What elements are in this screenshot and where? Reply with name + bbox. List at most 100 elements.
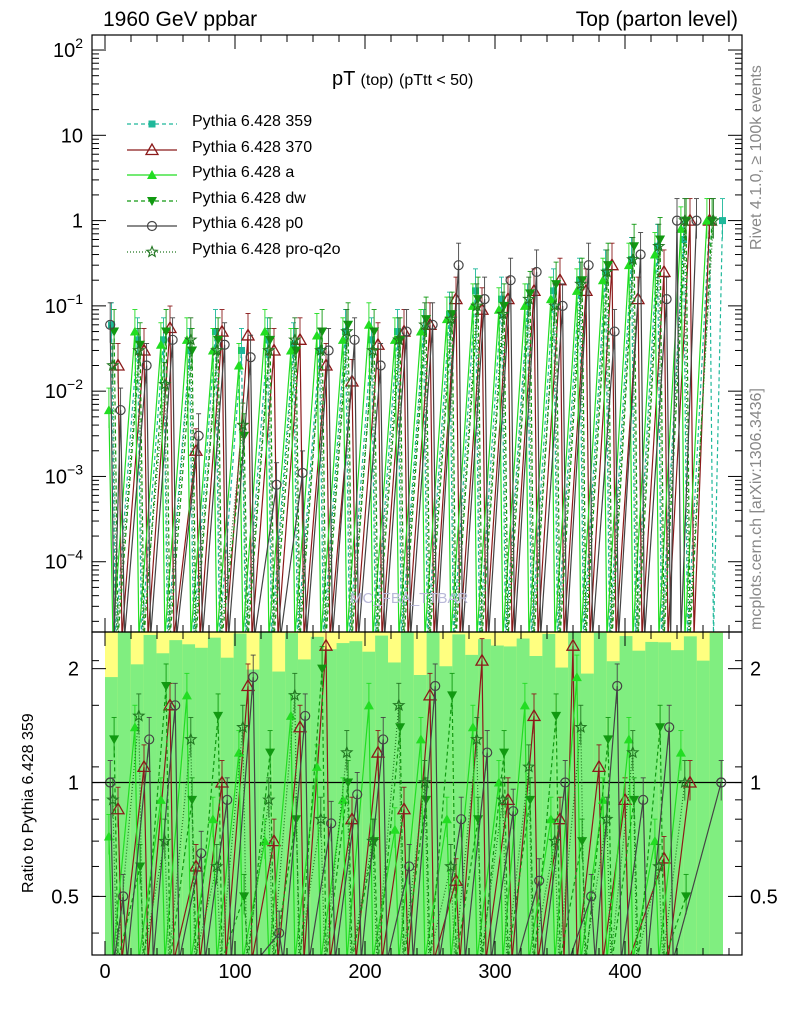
legend: Pythia 6.428 359 Pythia 6.428 370 Pythia 6… (125, 112, 405, 265)
data-point (479, 294, 490, 305)
data-point (262, 792, 276, 806)
data-point (467, 722, 478, 732)
data-point (349, 334, 360, 345)
data-point (496, 792, 510, 806)
data-point (447, 691, 458, 701)
data-point (652, 239, 666, 252)
data-point (609, 326, 620, 337)
title-cut: (pTtt < 50) (399, 72, 474, 89)
data-point (444, 859, 458, 873)
data-point (366, 343, 380, 357)
data-point (266, 833, 282, 847)
data-point (196, 848, 207, 859)
x-tick-label: 200 (348, 961, 381, 983)
data-point (135, 862, 146, 872)
legend-label: Pythia 6.428 dw (192, 189, 306, 207)
data-point (108, 321, 115, 329)
legend-swatch (127, 196, 177, 206)
data-point (574, 277, 588, 290)
data-point (369, 327, 380, 337)
x-tick-label: 0 (99, 961, 110, 983)
chart-title: pT (top) (pTtt < 50) (332, 68, 473, 91)
legend-entry: Pythia 6.428 dw (125, 189, 405, 215)
data-point (470, 732, 484, 746)
data-point (285, 345, 296, 355)
data-point (155, 339, 166, 349)
data-point (344, 811, 360, 825)
data-point (233, 747, 244, 757)
data-point (105, 319, 116, 330)
legend-swatch (127, 120, 177, 128)
data-point (551, 711, 562, 721)
data-point (565, 638, 581, 651)
band-green (683, 636, 698, 955)
data-point (482, 747, 493, 758)
data-point (160, 336, 167, 344)
data-point (638, 794, 649, 805)
data-point (656, 264, 672, 278)
data-point (719, 217, 726, 225)
legend-swatch-marker (144, 142, 160, 155)
data-point (519, 700, 530, 710)
data-point (141, 360, 152, 371)
legend-label: Pythia 6.428 359 (192, 113, 313, 130)
data-point (548, 298, 562, 312)
data-point (421, 315, 432, 325)
data-point (162, 698, 178, 711)
data-point (158, 377, 172, 391)
data-point (522, 292, 536, 305)
data-point (534, 875, 545, 886)
data-point (505, 275, 516, 286)
x-tick-label: 100 (218, 961, 251, 983)
data-point (167, 334, 178, 345)
watermark-label: MC_FBA_TTBAR (350, 590, 469, 607)
y-tick-exponent: −2 (67, 376, 83, 392)
data-point (612, 680, 623, 692)
series-line (108, 220, 708, 632)
main-series (103, 198, 712, 632)
band-green (671, 650, 685, 955)
x-tick-label: 300 (478, 961, 511, 983)
data-point (394, 328, 401, 336)
data-point (317, 327, 328, 337)
data-point (342, 328, 349, 336)
ratio-y-tick-label-right: 2 (750, 659, 761, 681)
data-point (678, 213, 692, 227)
data-point (363, 319, 374, 329)
data-point (271, 479, 282, 490)
band-green (400, 632, 415, 955)
band-green (105, 677, 119, 955)
series-line (117, 220, 711, 632)
data-point (375, 360, 386, 371)
data-point (655, 723, 666, 733)
data-point (317, 664, 328, 674)
data-point (456, 814, 467, 825)
y-tick-exponent: −1 (67, 291, 83, 307)
ratio-y-tick-label: 0.5 (51, 886, 79, 908)
data-point (652, 859, 666, 873)
data-point (311, 330, 322, 340)
data-point (597, 794, 608, 804)
legend-swatch (127, 244, 177, 258)
data-point (472, 287, 479, 295)
band-green (709, 632, 723, 955)
data-point (161, 681, 172, 691)
legend-swatch (127, 142, 177, 155)
data-point (691, 215, 702, 226)
band-green (606, 661, 621, 955)
data-point (266, 343, 282, 356)
band-green (439, 666, 453, 955)
header-left-label: 1960 GeV ppbar (103, 8, 258, 31)
data-point (297, 467, 308, 479)
data-point (444, 312, 458, 325)
data-point (664, 722, 675, 733)
data-point (213, 335, 224, 345)
data-point (265, 748, 276, 758)
data-point (617, 792, 633, 805)
series-line (112, 220, 714, 632)
data-point (392, 332, 406, 346)
data-point (259, 836, 270, 846)
y-tick-label: 10−2 (45, 376, 83, 403)
data-point (239, 892, 250, 902)
